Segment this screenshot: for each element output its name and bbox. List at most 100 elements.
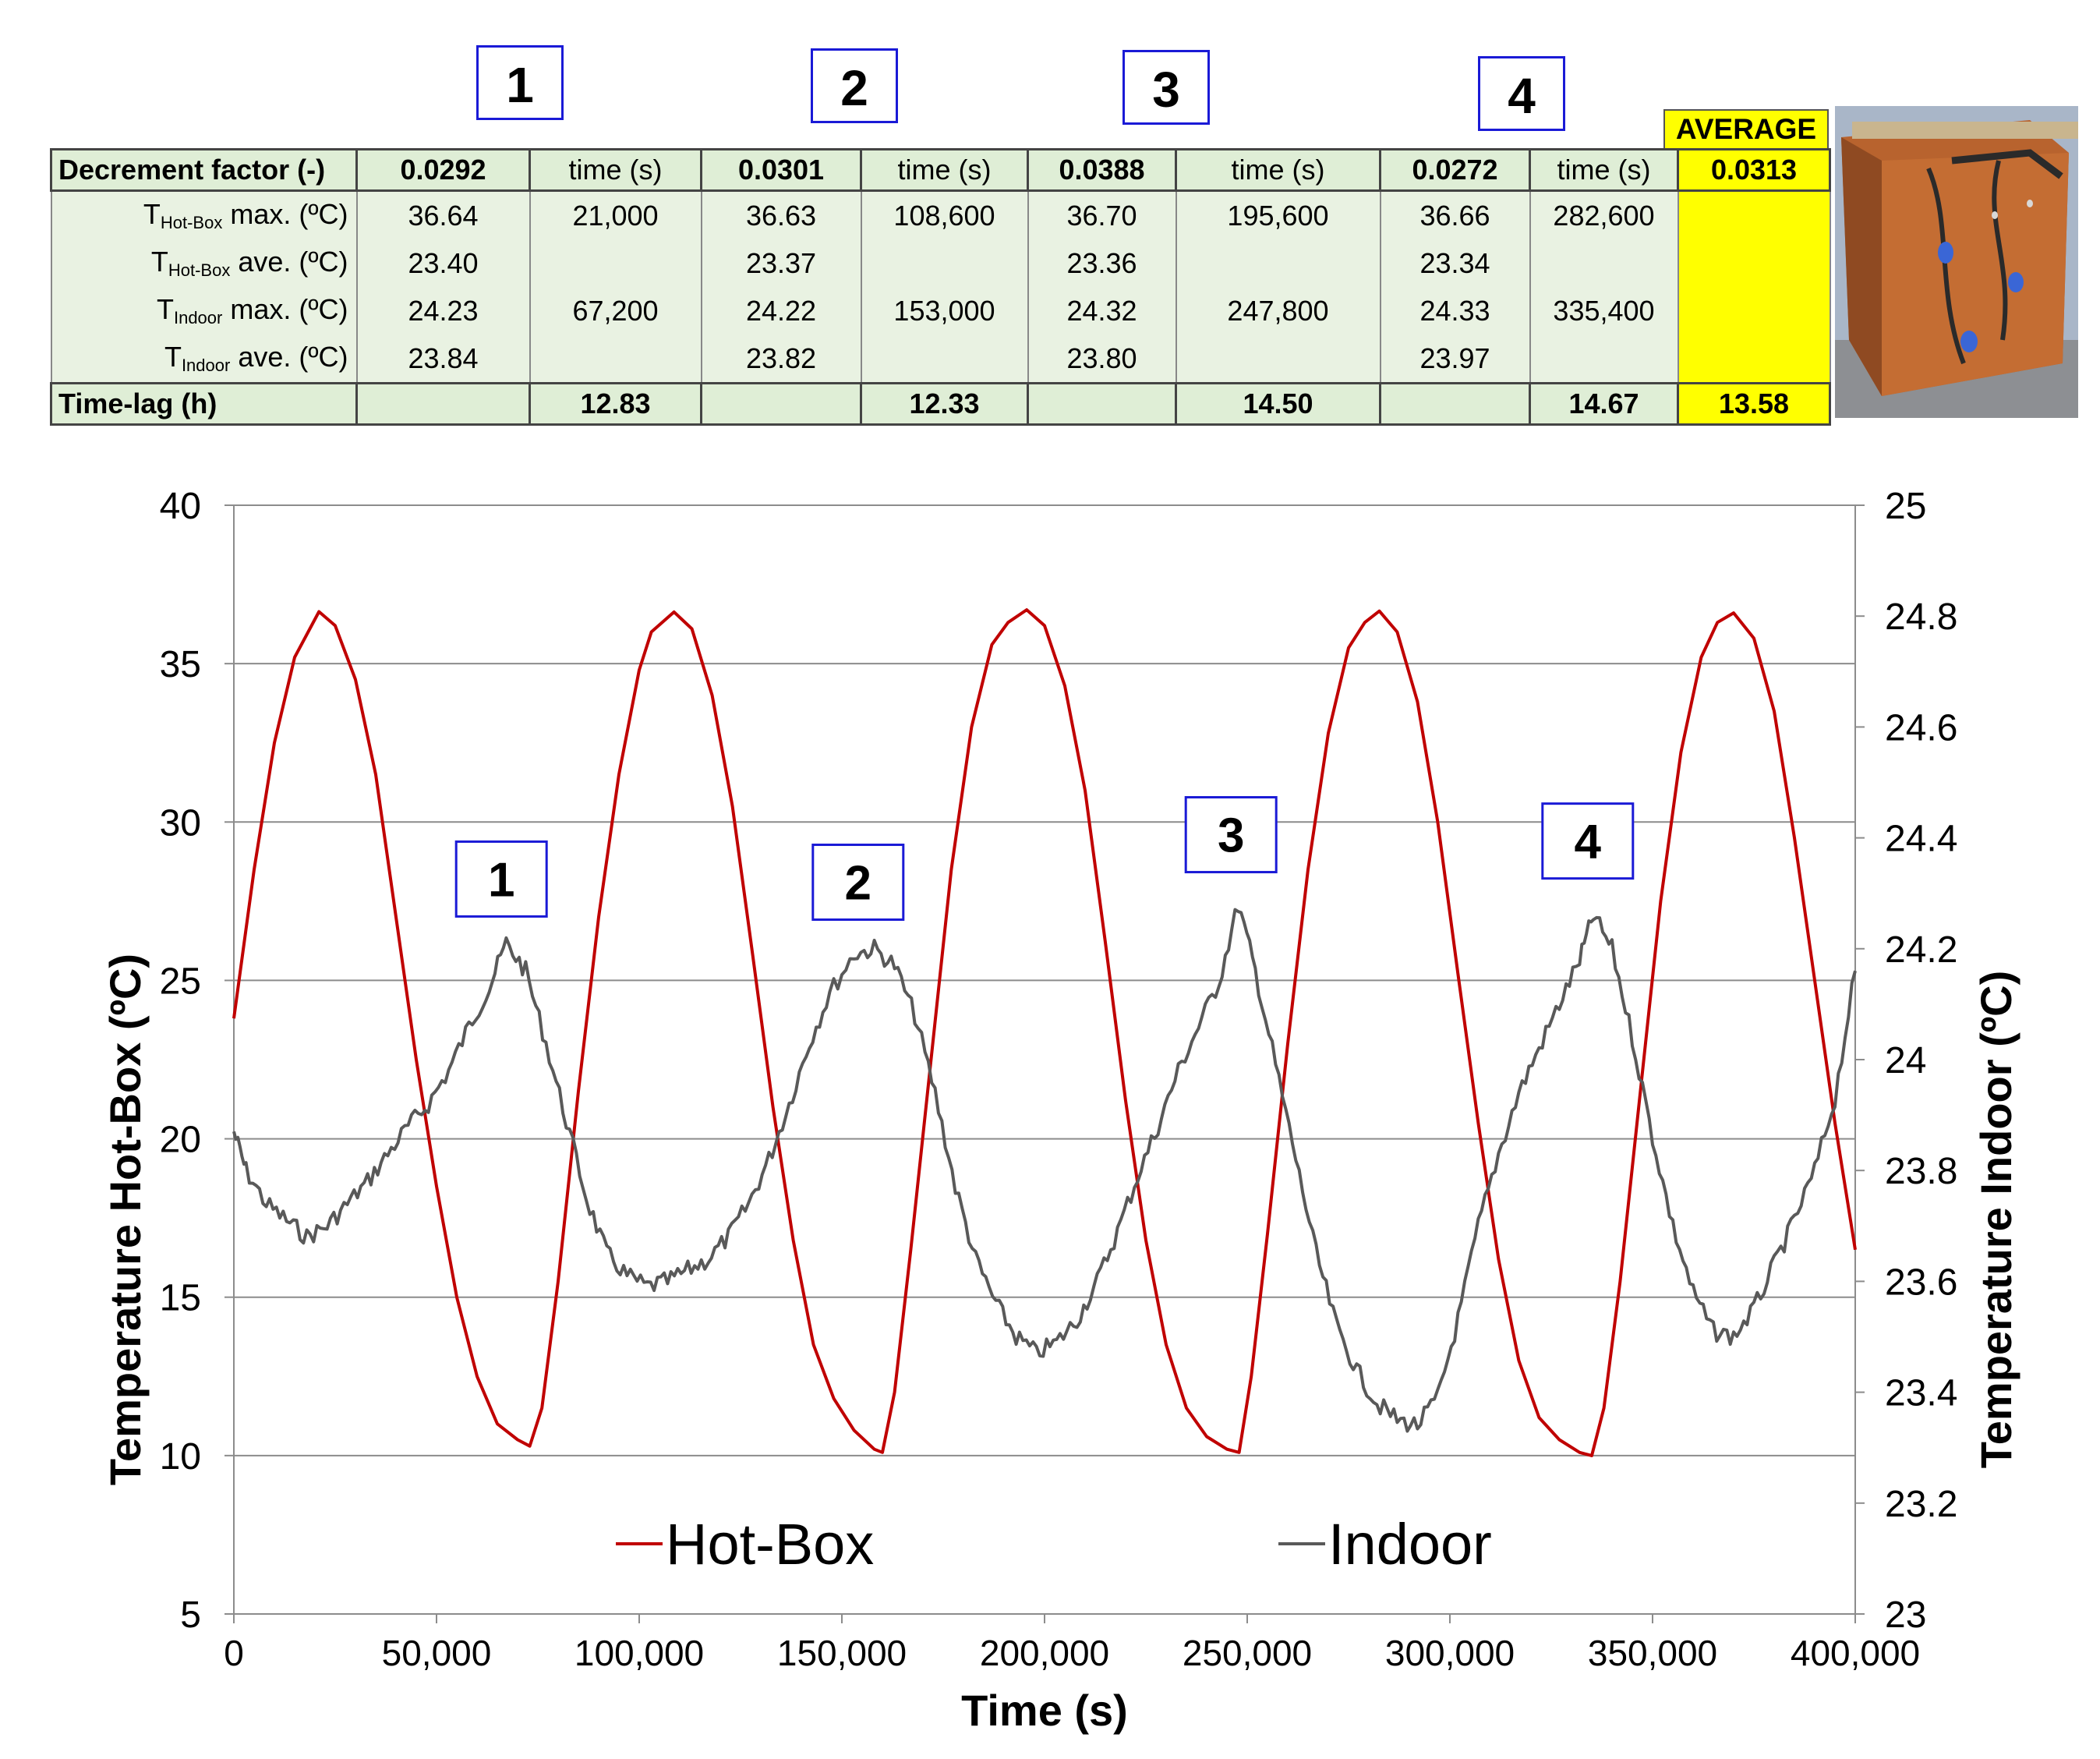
- table-cell: [1379, 382, 1531, 426]
- decrement-value-4: 0.0272: [1379, 148, 1531, 192]
- table-cell: 36.63: [700, 190, 862, 239]
- y-tick-label: 35: [160, 644, 201, 685]
- table-cell: 108,600: [860, 190, 1029, 239]
- table-cell: 23.80: [1027, 334, 1177, 384]
- y2-tick-label: 23.6: [1885, 1262, 1957, 1303]
- annotation-label: 1: [488, 853, 514, 907]
- temperature-chart: 1 23 4 5101520253035402323.223.423.623.824…: [101, 486, 2020, 1735]
- table-cell: [529, 334, 702, 384]
- annotation-box-3: 3: [1184, 796, 1278, 874]
- table-cell: 23.34: [1379, 239, 1531, 287]
- column-group-box-1: 1: [476, 45, 564, 120]
- row-label: TIndoor ave. (ºC): [50, 334, 358, 384]
- table-cell: [1529, 239, 1679, 287]
- table-cell: 36.64: [355, 190, 531, 239]
- x-tick-label: 0: [224, 1633, 244, 1673]
- table-cell: 24.22: [700, 287, 862, 334]
- x-tick-label: 350,000: [1588, 1633, 1717, 1673]
- y-tick-label: 5: [180, 1594, 201, 1636]
- table-row: THot-Box max. (ºC) 36.64 21,000 36.63 10…: [50, 190, 1831, 239]
- annotation-box-4: 4: [1541, 802, 1635, 880]
- plot-border: [233, 504, 1856, 1615]
- decrement-factor-table: Decrement factor (-) 0.0292 time (s) 0.0…: [50, 148, 1831, 426]
- x-tick-label: 250,000: [1183, 1633, 1312, 1673]
- x-tick-label: 400,000: [1791, 1633, 1920, 1673]
- table-cell: [860, 334, 1029, 384]
- table-cell: [1175, 239, 1381, 287]
- average-cell: [1677, 334, 1831, 384]
- table-cell: 36.70: [1027, 190, 1177, 239]
- annotation-frame: [454, 840, 548, 918]
- decrement-value-1: 0.0292: [355, 148, 531, 192]
- time-header-1: time (s): [529, 148, 702, 192]
- x-axis-label: Time (s): [961, 1686, 1128, 1735]
- hot-box-illustration: [1835, 106, 2078, 418]
- y2-tick-label: 24.2: [1885, 929, 1957, 971]
- time-lag-value-1: 12.83: [529, 382, 702, 426]
- y-tick-label: 20: [160, 1120, 201, 1161]
- header-label: Decrement factor (-): [50, 148, 358, 192]
- y2-tick-label: 24.8: [1885, 596, 1957, 638]
- time-header-3: time (s): [1175, 148, 1381, 192]
- table-cell: 153,000: [860, 287, 1029, 334]
- table-row: THot-Box ave. (ºC) 23.40 23.37 23.36 23.…: [50, 239, 1831, 287]
- time-header-2: time (s): [860, 148, 1029, 192]
- y2-tick-label: 23: [1885, 1594, 1926, 1636]
- y2-tick-label: 25: [1885, 486, 1926, 527]
- column-group-box-3: 3: [1122, 50, 1210, 125]
- time-header-4: time (s): [1529, 148, 1679, 192]
- y-tick-label: 25: [160, 961, 201, 1002]
- table-header-row: Decrement factor (-) 0.0292 time (s) 0.0…: [50, 148, 1831, 192]
- table-cell: 23.37: [700, 239, 862, 287]
- table-row: TIndoor ave. (ºC) 23.84 23.82 23.80 23.9…: [50, 334, 1831, 384]
- annotation-box-1: 1: [454, 840, 548, 918]
- time-lag-value-3: 14.50: [1175, 382, 1381, 426]
- table-cell: [355, 382, 531, 426]
- x-tick-label: 300,000: [1385, 1633, 1515, 1673]
- y-tick-label: 30: [160, 802, 201, 844]
- table-cell: 23.82: [700, 334, 862, 384]
- y-axis-label: Temperature Hot-Box (ºC): [101, 954, 150, 1485]
- annotation-frame: [1541, 802, 1635, 880]
- annotation-frame: [811, 843, 905, 921]
- table-cell: [700, 382, 862, 426]
- legend-label: Indoor: [1328, 1512, 1492, 1577]
- decrement-average: 0.0313: [1677, 148, 1831, 192]
- table-cell: 335,400: [1529, 287, 1679, 334]
- row-label: THot-Box max. (ºC): [50, 190, 358, 239]
- table-cell: 23.84: [355, 334, 531, 384]
- y2-tick-label: 23.4: [1885, 1373, 1957, 1414]
- y2-tick-label: 24.4: [1885, 819, 1957, 860]
- annotation-label: 3: [1218, 809, 1244, 863]
- decrement-value-2: 0.0301: [700, 148, 862, 192]
- y2-tick-label: 24.6: [1885, 707, 1957, 749]
- hot-box-photo: [1835, 106, 2078, 418]
- table-cell: 24.32: [1027, 287, 1177, 334]
- column-group-box-2: 2: [811, 48, 898, 123]
- table-cell: [529, 239, 702, 287]
- table-cell: 247,800: [1175, 287, 1381, 334]
- table-cell: 36.66: [1379, 190, 1531, 239]
- row-label: THot-Box ave. (ºC): [50, 239, 358, 287]
- average-cell: [1677, 239, 1831, 287]
- average-cell: [1677, 287, 1831, 334]
- y-tick-label: 10: [160, 1436, 201, 1478]
- x-tick-label: 150,000: [777, 1633, 907, 1673]
- time-lag-value-2: 12.33: [860, 382, 1029, 426]
- time-lag-value-4: 14.67: [1529, 382, 1679, 426]
- table-cell: 23.36: [1027, 239, 1177, 287]
- table-cell: [1175, 334, 1381, 384]
- column-group-box-4: 4: [1478, 56, 1565, 131]
- annotation-label: 4: [1575, 816, 1602, 869]
- table-cell: 24.23: [355, 287, 531, 334]
- annotation-box-2: 2: [811, 843, 905, 921]
- x-tick-label: 50,000: [382, 1633, 492, 1673]
- x-tick-label: 100,000: [574, 1633, 704, 1673]
- y2-tick-label: 23.2: [1885, 1484, 1957, 1525]
- table-cell: [1529, 334, 1679, 384]
- table-cell: 23.97: [1379, 334, 1531, 384]
- table-cell: [860, 239, 1029, 287]
- annotation-label: 2: [845, 856, 871, 910]
- average-cell: [1677, 190, 1831, 239]
- table-cell: [1027, 382, 1177, 426]
